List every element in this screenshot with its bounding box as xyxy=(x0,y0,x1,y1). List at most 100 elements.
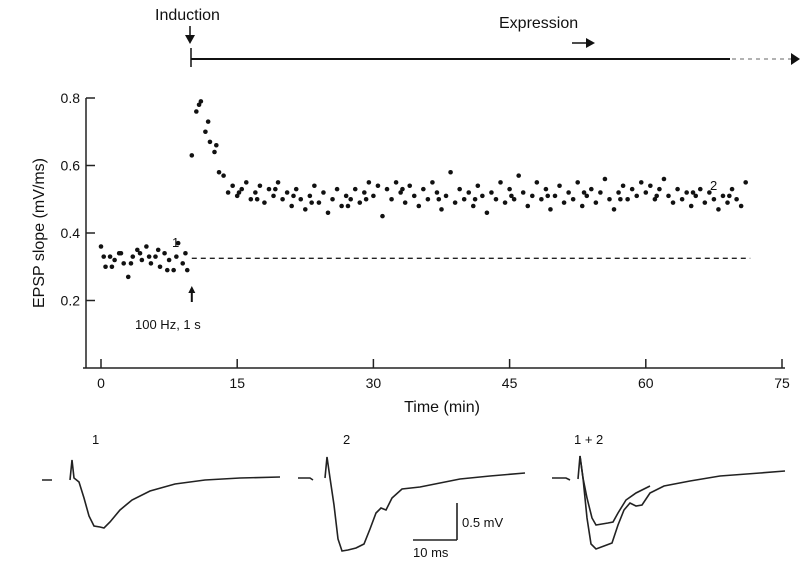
data-point xyxy=(457,187,462,192)
data-point xyxy=(480,194,485,199)
data-point xyxy=(237,190,242,195)
data-point xyxy=(376,183,381,188)
data-point xyxy=(112,258,117,263)
data-point xyxy=(203,129,208,134)
y-tick-label: 0.2 xyxy=(61,293,81,309)
trace3-label: 1 + 2 xyxy=(574,432,603,447)
data-point xyxy=(521,190,526,195)
data-point xyxy=(509,194,514,199)
data-point xyxy=(199,99,204,104)
data-point xyxy=(138,251,143,256)
data-point xyxy=(321,190,326,195)
data-point xyxy=(267,187,272,192)
data-point xyxy=(244,180,249,185)
data-point xyxy=(417,204,422,209)
data-point xyxy=(691,190,696,195)
data-point xyxy=(130,254,135,259)
data-point xyxy=(582,190,587,195)
data-point xyxy=(103,264,108,269)
data-point xyxy=(743,180,748,185)
data-point xyxy=(149,261,154,266)
data-point xyxy=(174,254,179,259)
data-point xyxy=(208,140,213,145)
data-point xyxy=(598,190,603,195)
x-tick-label: 30 xyxy=(366,375,382,391)
data-point xyxy=(230,183,235,188)
data-point xyxy=(153,254,158,259)
data-point xyxy=(403,200,408,205)
data-point xyxy=(276,180,281,185)
data-point xyxy=(212,150,217,155)
data-point xyxy=(144,244,149,249)
data-point xyxy=(298,197,303,202)
data-point xyxy=(730,187,735,192)
trace2-label: 2 xyxy=(343,432,350,447)
data-point xyxy=(335,187,340,192)
data-point xyxy=(190,153,195,158)
data-point xyxy=(544,187,549,192)
data-point xyxy=(435,190,440,195)
data-point xyxy=(507,187,512,192)
data-point xyxy=(516,173,521,178)
data-point xyxy=(557,183,562,188)
data-point xyxy=(165,268,170,273)
data-point xyxy=(308,194,313,199)
stimulus-arrow-icon xyxy=(188,286,195,302)
data-point xyxy=(580,204,585,209)
data-point xyxy=(444,194,449,199)
y-tick-label: 0.8 xyxy=(61,90,81,106)
data-point xyxy=(253,190,258,195)
data-point xyxy=(346,204,351,209)
data-point xyxy=(539,197,544,202)
y-tick-label: 0.6 xyxy=(61,158,81,174)
data-point xyxy=(426,197,431,202)
data-point xyxy=(140,258,145,263)
data-point xyxy=(689,204,694,209)
data-point xyxy=(607,197,612,202)
data-point xyxy=(666,194,671,199)
data-point xyxy=(312,183,317,188)
data-point xyxy=(498,180,503,185)
data-point xyxy=(101,254,106,259)
data-point xyxy=(716,207,721,212)
data-point xyxy=(562,200,567,205)
data-point xyxy=(698,187,703,192)
data-point xyxy=(553,194,558,199)
trace-2 xyxy=(298,457,525,551)
data-point xyxy=(194,109,199,114)
data-point xyxy=(430,180,435,185)
data-point xyxy=(462,197,467,202)
arrowhead-icon xyxy=(791,53,800,65)
data-point xyxy=(158,264,163,269)
x-tick-label: 45 xyxy=(502,375,518,391)
data-point xyxy=(734,197,739,202)
data-point xyxy=(339,204,344,209)
data-point xyxy=(575,180,580,185)
data-point xyxy=(644,190,649,195)
trace-1 xyxy=(42,460,280,528)
data-point xyxy=(126,275,131,280)
data-point xyxy=(330,197,335,202)
data-point xyxy=(273,187,278,192)
data-point xyxy=(621,183,626,188)
data-point xyxy=(400,187,405,192)
data-point xyxy=(639,180,644,185)
data-point xyxy=(603,177,608,182)
data-point xyxy=(291,194,296,199)
data-point xyxy=(476,183,481,188)
y-axis-label: EPSP slope (mV/ms) xyxy=(31,158,48,308)
x-tick-label: 75 xyxy=(774,375,790,391)
data-point xyxy=(357,200,362,205)
data-point xyxy=(535,180,540,185)
expression-arrow-icon xyxy=(572,38,595,48)
data-point xyxy=(162,251,167,256)
data-point xyxy=(344,194,349,199)
data-point xyxy=(662,177,667,182)
data-point xyxy=(367,180,372,185)
data-point xyxy=(684,190,689,195)
point2-label: 2 xyxy=(710,178,717,193)
data-point xyxy=(249,197,254,202)
data-point xyxy=(530,194,535,199)
trace1-label: 1 xyxy=(92,432,99,447)
data-point xyxy=(407,183,412,188)
